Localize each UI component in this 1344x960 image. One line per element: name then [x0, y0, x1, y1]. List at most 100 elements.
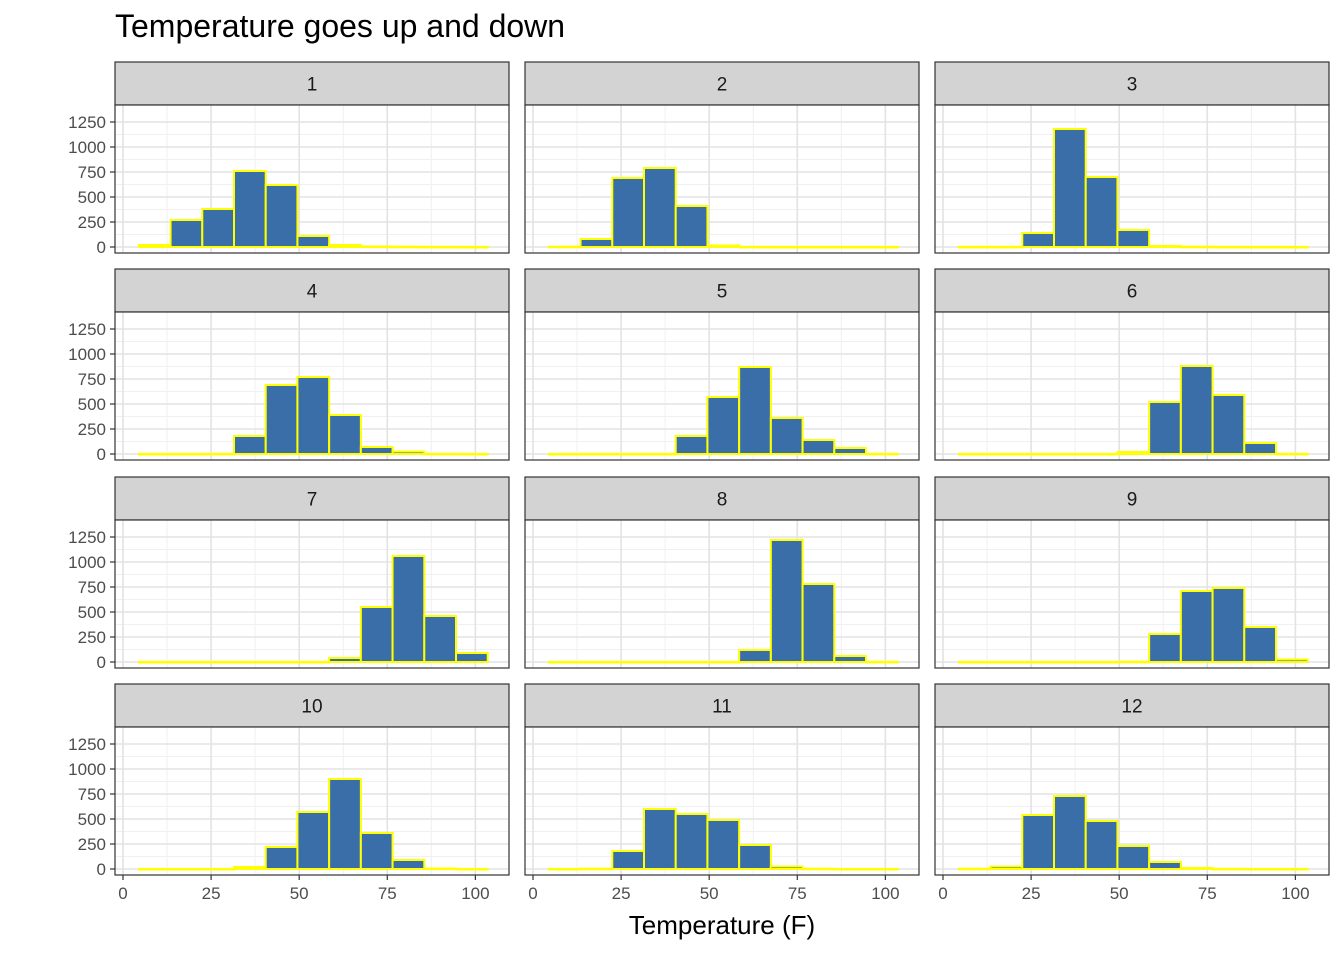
- histogram-bar: [547, 452, 582, 456]
- histogram-bar: [674, 813, 709, 870]
- facet-strip: [934, 683, 1330, 728]
- panel-border: [114, 311, 510, 461]
- histogram-bar: [579, 452, 614, 456]
- y-tick-label: 500: [78, 810, 106, 829]
- facet-panel-1: 1 0 250 500 750 1000 1250: [68, 61, 510, 257]
- histogram-bar: [801, 583, 836, 663]
- histogram-bar: [611, 177, 645, 248]
- panel-background: [935, 312, 1329, 460]
- histogram-bar: [1179, 590, 1214, 663]
- panel-border: [114, 519, 510, 669]
- facet-strip: [524, 683, 920, 728]
- histogram-bar: [547, 245, 582, 249]
- histogram-bar: [957, 867, 992, 871]
- histogram-bar: [1243, 867, 1278, 871]
- histogram-bar: [1021, 452, 1055, 456]
- histogram-bar: [455, 867, 489, 871]
- y-tick-label: 500: [78, 188, 106, 207]
- histogram-bar: [1243, 442, 1278, 455]
- histogram-bar: [579, 660, 614, 664]
- histogram-bar: [769, 865, 804, 870]
- x-tick-label: 75: [788, 884, 807, 903]
- histogram-bar: [643, 808, 677, 870]
- histogram-bar: [738, 649, 772, 663]
- histogram-bar: [359, 245, 394, 249]
- histogram-bar: [1116, 845, 1151, 870]
- histogram-bar: [706, 244, 741, 248]
- panel-border: [934, 519, 1330, 669]
- facet-panel-8: 8: [524, 476, 920, 669]
- histogram-bar: [359, 446, 394, 455]
- y-tick-label: 250: [78, 628, 106, 647]
- x-tick-label: 25: [612, 884, 631, 903]
- x-tick-label: 25: [202, 884, 221, 903]
- histogram-bar: [423, 615, 457, 663]
- y-tick-label: 1000: [68, 138, 106, 157]
- histogram-bar: [169, 867, 204, 871]
- histogram-bar: [674, 660, 709, 664]
- histogram-bar: [296, 376, 331, 455]
- histogram-bar: [833, 867, 867, 871]
- histogram-bar: [391, 450, 426, 455]
- facet-panel-11: 11 0 25 50 75 100: [524, 683, 920, 903]
- panel-border: [114, 104, 510, 254]
- histogram-bar: [865, 452, 899, 456]
- histogram-bar: [611, 452, 645, 456]
- facet-panel-4: 4 0 250 500 750 1000 1250: [68, 268, 510, 464]
- facet-strip: [114, 268, 510, 313]
- histogram-bar: [1053, 660, 1087, 664]
- histogram-bar: [1116, 229, 1151, 248]
- histogram-bar: [1021, 814, 1055, 870]
- histogram-bar: [769, 417, 804, 455]
- facet-strip-label: 10: [301, 697, 322, 718]
- histogram-bar: [296, 660, 331, 664]
- histogram-bar: [359, 832, 394, 870]
- histogram-bar: [1084, 820, 1119, 870]
- y-tick-label: 0: [97, 860, 106, 879]
- histogram-bar: [611, 660, 645, 664]
- histogram-bar: [769, 245, 804, 249]
- facet-strip-label: 8: [717, 490, 728, 511]
- x-tick-label: 75: [378, 884, 397, 903]
- facet-panel-7: 7 0 250 500 750 1000 1250: [68, 476, 510, 672]
- histogram-bar: [264, 184, 299, 248]
- y-tick-label: 750: [78, 785, 106, 804]
- histogram-bar: [169, 219, 204, 248]
- histogram-bar: [359, 606, 394, 663]
- facet-panel-3: 3: [934, 61, 1330, 254]
- histogram-bar: [547, 660, 582, 664]
- histogram-bar: [738, 245, 772, 249]
- histogram-bar: [989, 452, 1024, 456]
- facet-strip: [114, 476, 510, 521]
- histogram-bar: [233, 435, 267, 455]
- histogram-bar: [643, 167, 677, 248]
- histogram-bar: [1053, 795, 1087, 870]
- panel-border: [524, 311, 920, 461]
- x-tick-label: 50: [700, 884, 719, 903]
- histogram-bar: [1243, 245, 1278, 249]
- histogram-bar: [233, 660, 267, 664]
- histogram-bar: [1116, 451, 1151, 455]
- x-tick-label: 100: [1281, 884, 1309, 903]
- panel-border: [524, 519, 920, 669]
- histogram-bar: [455, 452, 489, 456]
- histogram-bar: [137, 867, 172, 871]
- histogram-bar: [201, 452, 236, 456]
- facet-strip: [934, 61, 1330, 106]
- histogram-bar: [391, 555, 426, 663]
- facet-strip-label: 12: [1121, 697, 1142, 718]
- y-tick-label: 0: [97, 238, 106, 257]
- histogram-bar: [1179, 867, 1214, 870]
- histogram-bar: [1211, 394, 1246, 455]
- histogram-bar: [391, 245, 426, 249]
- histogram-bar: [137, 660, 172, 664]
- histogram-bar: [1053, 452, 1087, 456]
- facet-strip: [524, 61, 920, 106]
- histogram-bar: [1148, 861, 1182, 870]
- facet-strip-label: 11: [712, 697, 732, 718]
- histogram-bar: [1084, 660, 1119, 664]
- histogram-bar: [1211, 587, 1246, 663]
